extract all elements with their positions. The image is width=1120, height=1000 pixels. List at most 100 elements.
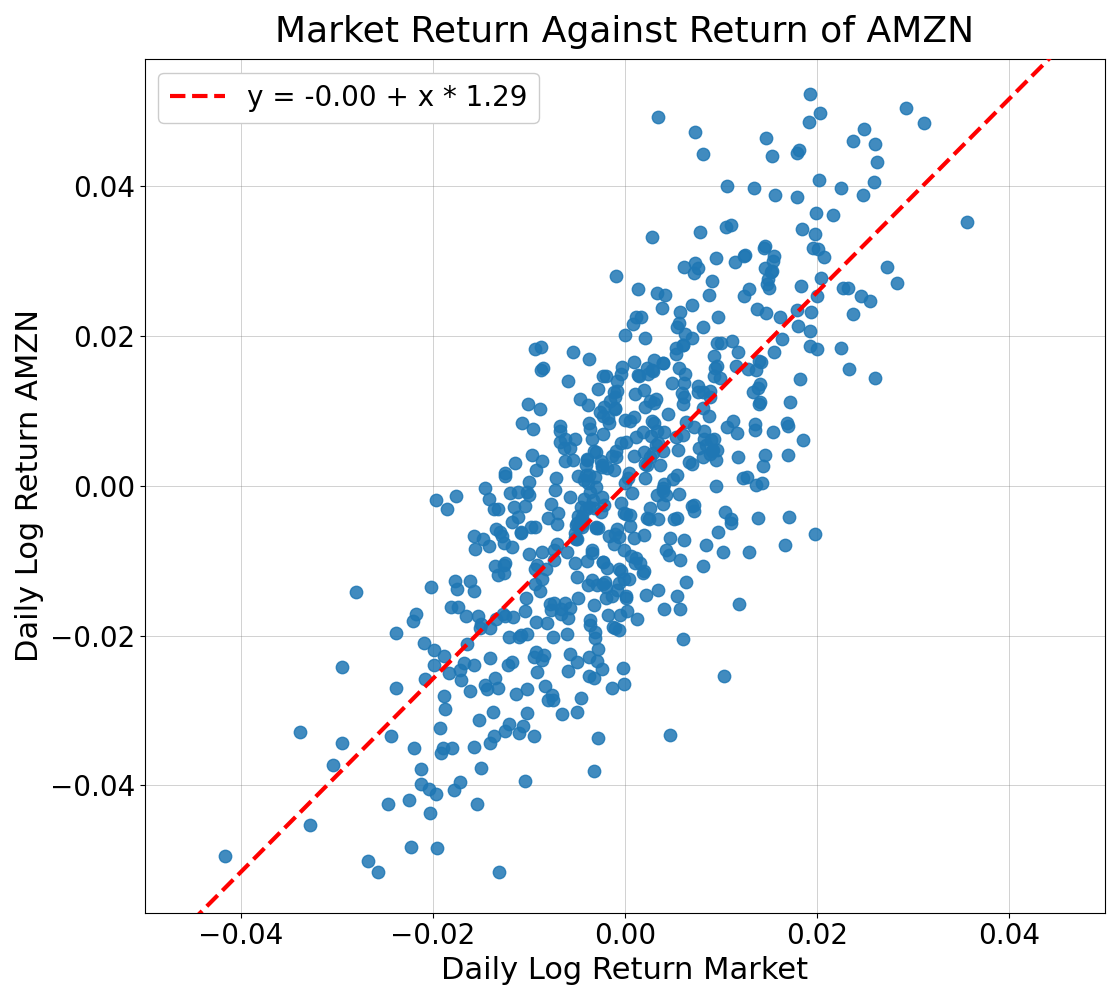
Point xyxy=(645,352,663,368)
Point xyxy=(476,480,494,496)
Point xyxy=(633,309,651,325)
Point xyxy=(465,739,483,755)
Point xyxy=(533,652,551,668)
Point xyxy=(663,375,681,391)
Point xyxy=(764,424,782,440)
Point xyxy=(628,611,646,627)
Point xyxy=(739,361,757,377)
Point xyxy=(466,541,484,557)
Point xyxy=(709,309,727,325)
Point xyxy=(806,205,824,221)
Point xyxy=(412,776,430,792)
Point xyxy=(577,457,595,473)
Point xyxy=(581,484,599,500)
Point xyxy=(496,608,514,624)
Point xyxy=(691,224,709,240)
Point xyxy=(840,361,858,377)
Point xyxy=(539,510,557,526)
Point xyxy=(487,611,505,627)
Point xyxy=(586,630,604,646)
Point xyxy=(535,678,553,694)
Point xyxy=(604,588,622,604)
Point xyxy=(629,281,647,297)
Point xyxy=(646,391,664,407)
Point xyxy=(670,486,688,502)
Point xyxy=(717,219,735,235)
Point xyxy=(696,431,713,447)
Point xyxy=(561,600,579,616)
Point xyxy=(855,121,872,137)
Point xyxy=(580,649,598,665)
Point xyxy=(839,280,857,296)
Point xyxy=(702,432,720,448)
Point xyxy=(620,465,638,481)
Point xyxy=(412,761,430,777)
Point xyxy=(758,276,776,292)
Point xyxy=(552,601,570,617)
Point xyxy=(599,607,617,623)
Point xyxy=(572,512,590,528)
Point xyxy=(534,647,552,663)
Point xyxy=(696,423,713,439)
Point xyxy=(663,471,681,487)
Point xyxy=(304,975,321,991)
Point xyxy=(495,557,513,573)
Point xyxy=(559,626,577,642)
Point xyxy=(584,545,601,561)
Point xyxy=(665,511,683,527)
Point xyxy=(749,380,767,396)
Point xyxy=(578,451,596,467)
Point xyxy=(545,482,563,498)
Point xyxy=(613,435,631,451)
Point xyxy=(510,509,528,525)
Point xyxy=(868,154,886,170)
Point xyxy=(551,423,569,439)
Point xyxy=(523,447,541,463)
Point xyxy=(515,498,533,514)
Point xyxy=(756,447,774,463)
Point xyxy=(788,189,806,205)
Point xyxy=(595,554,613,570)
Point xyxy=(606,384,624,400)
Point xyxy=(478,681,496,697)
Point xyxy=(747,477,765,493)
Point xyxy=(625,448,643,464)
Point xyxy=(638,360,656,376)
Point xyxy=(636,330,654,346)
Point xyxy=(605,462,623,478)
Point xyxy=(592,453,610,469)
Point xyxy=(736,247,754,263)
Point xyxy=(608,582,626,598)
Point xyxy=(617,603,635,619)
Point xyxy=(407,606,424,622)
Point xyxy=(622,548,640,564)
Point xyxy=(801,338,819,354)
Point xyxy=(729,344,747,360)
Point xyxy=(600,393,618,409)
Point xyxy=(617,590,635,606)
Point xyxy=(542,602,560,618)
Point xyxy=(588,653,606,669)
Point xyxy=(333,735,351,751)
Point xyxy=(465,583,483,599)
Point xyxy=(629,368,647,384)
Point xyxy=(432,745,450,761)
Point xyxy=(606,401,624,417)
Point xyxy=(683,330,701,346)
Point xyxy=(668,319,685,335)
Point xyxy=(571,517,589,533)
Point xyxy=(631,555,648,571)
Point xyxy=(675,532,693,548)
Point xyxy=(566,431,584,447)
Point xyxy=(544,629,562,645)
Point xyxy=(701,389,719,405)
Point xyxy=(486,558,504,574)
Point xyxy=(482,650,500,666)
Point xyxy=(750,376,768,392)
Point xyxy=(301,817,319,833)
Point xyxy=(671,360,689,376)
Point xyxy=(589,381,607,397)
Point xyxy=(764,263,782,279)
Point xyxy=(781,394,799,410)
Point xyxy=(676,326,694,342)
